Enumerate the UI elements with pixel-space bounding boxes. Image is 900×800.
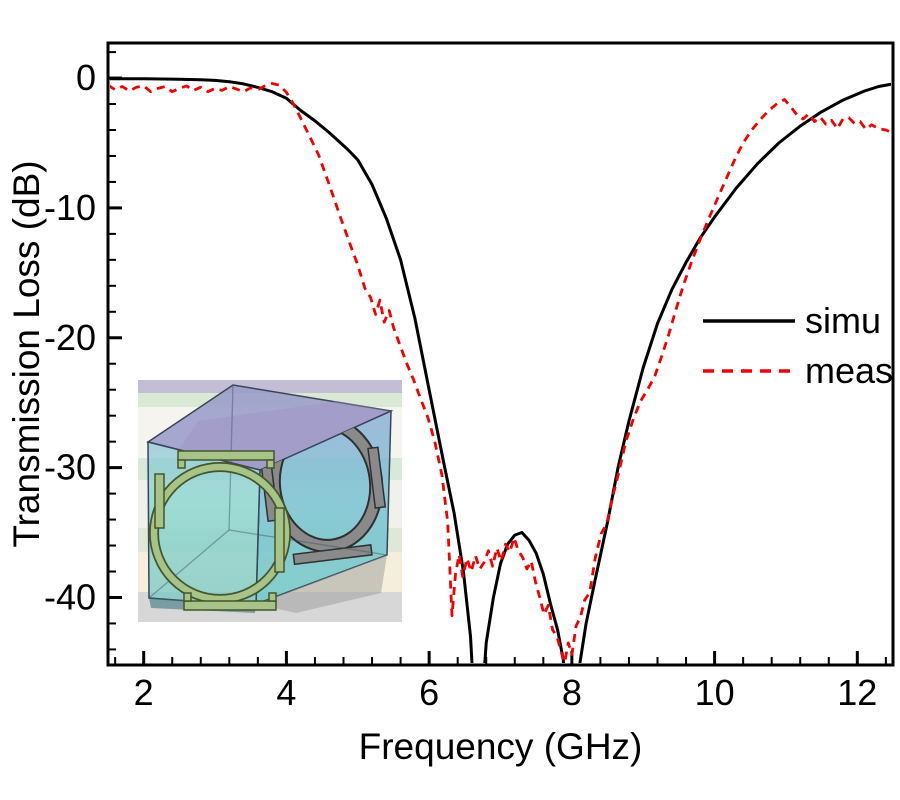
x-axis-title: Frequency (GHz) (358, 726, 643, 767)
x-tick-label: 2 (134, 672, 154, 713)
legend: simu meas (703, 296, 893, 396)
x-tick-label: 12 (837, 672, 877, 713)
meas-line-swatch (703, 369, 795, 373)
y-tick-label: -10 (44, 187, 96, 228)
x-tick-label: 8 (562, 672, 582, 713)
legend-label-simu: simu (805, 300, 882, 341)
y-axis-title: Transmission Loss (dB) (6, 160, 47, 548)
y-tick-label: -40 (44, 576, 96, 617)
x-tick-label: 4 (276, 672, 296, 713)
front-face-ring (149, 450, 291, 611)
y-tick-label: 0 (76, 57, 96, 98)
y-tick-label: -30 (44, 447, 96, 488)
legend-label-meas: meas (805, 350, 894, 391)
green-ring (150, 463, 290, 603)
inset-unit-cell-model (138, 380, 402, 622)
x-tick-label: 6 (419, 672, 439, 713)
plot-frame (106, 41, 895, 667)
legend-item-simu: simu (703, 296, 893, 346)
simu-line-swatch (703, 319, 795, 323)
legend-item-meas: meas (703, 346, 893, 396)
y-tick-label: -20 (44, 317, 96, 358)
cube-bottom-shadow (256, 555, 387, 613)
x-tick-label: 10 (695, 672, 735, 713)
